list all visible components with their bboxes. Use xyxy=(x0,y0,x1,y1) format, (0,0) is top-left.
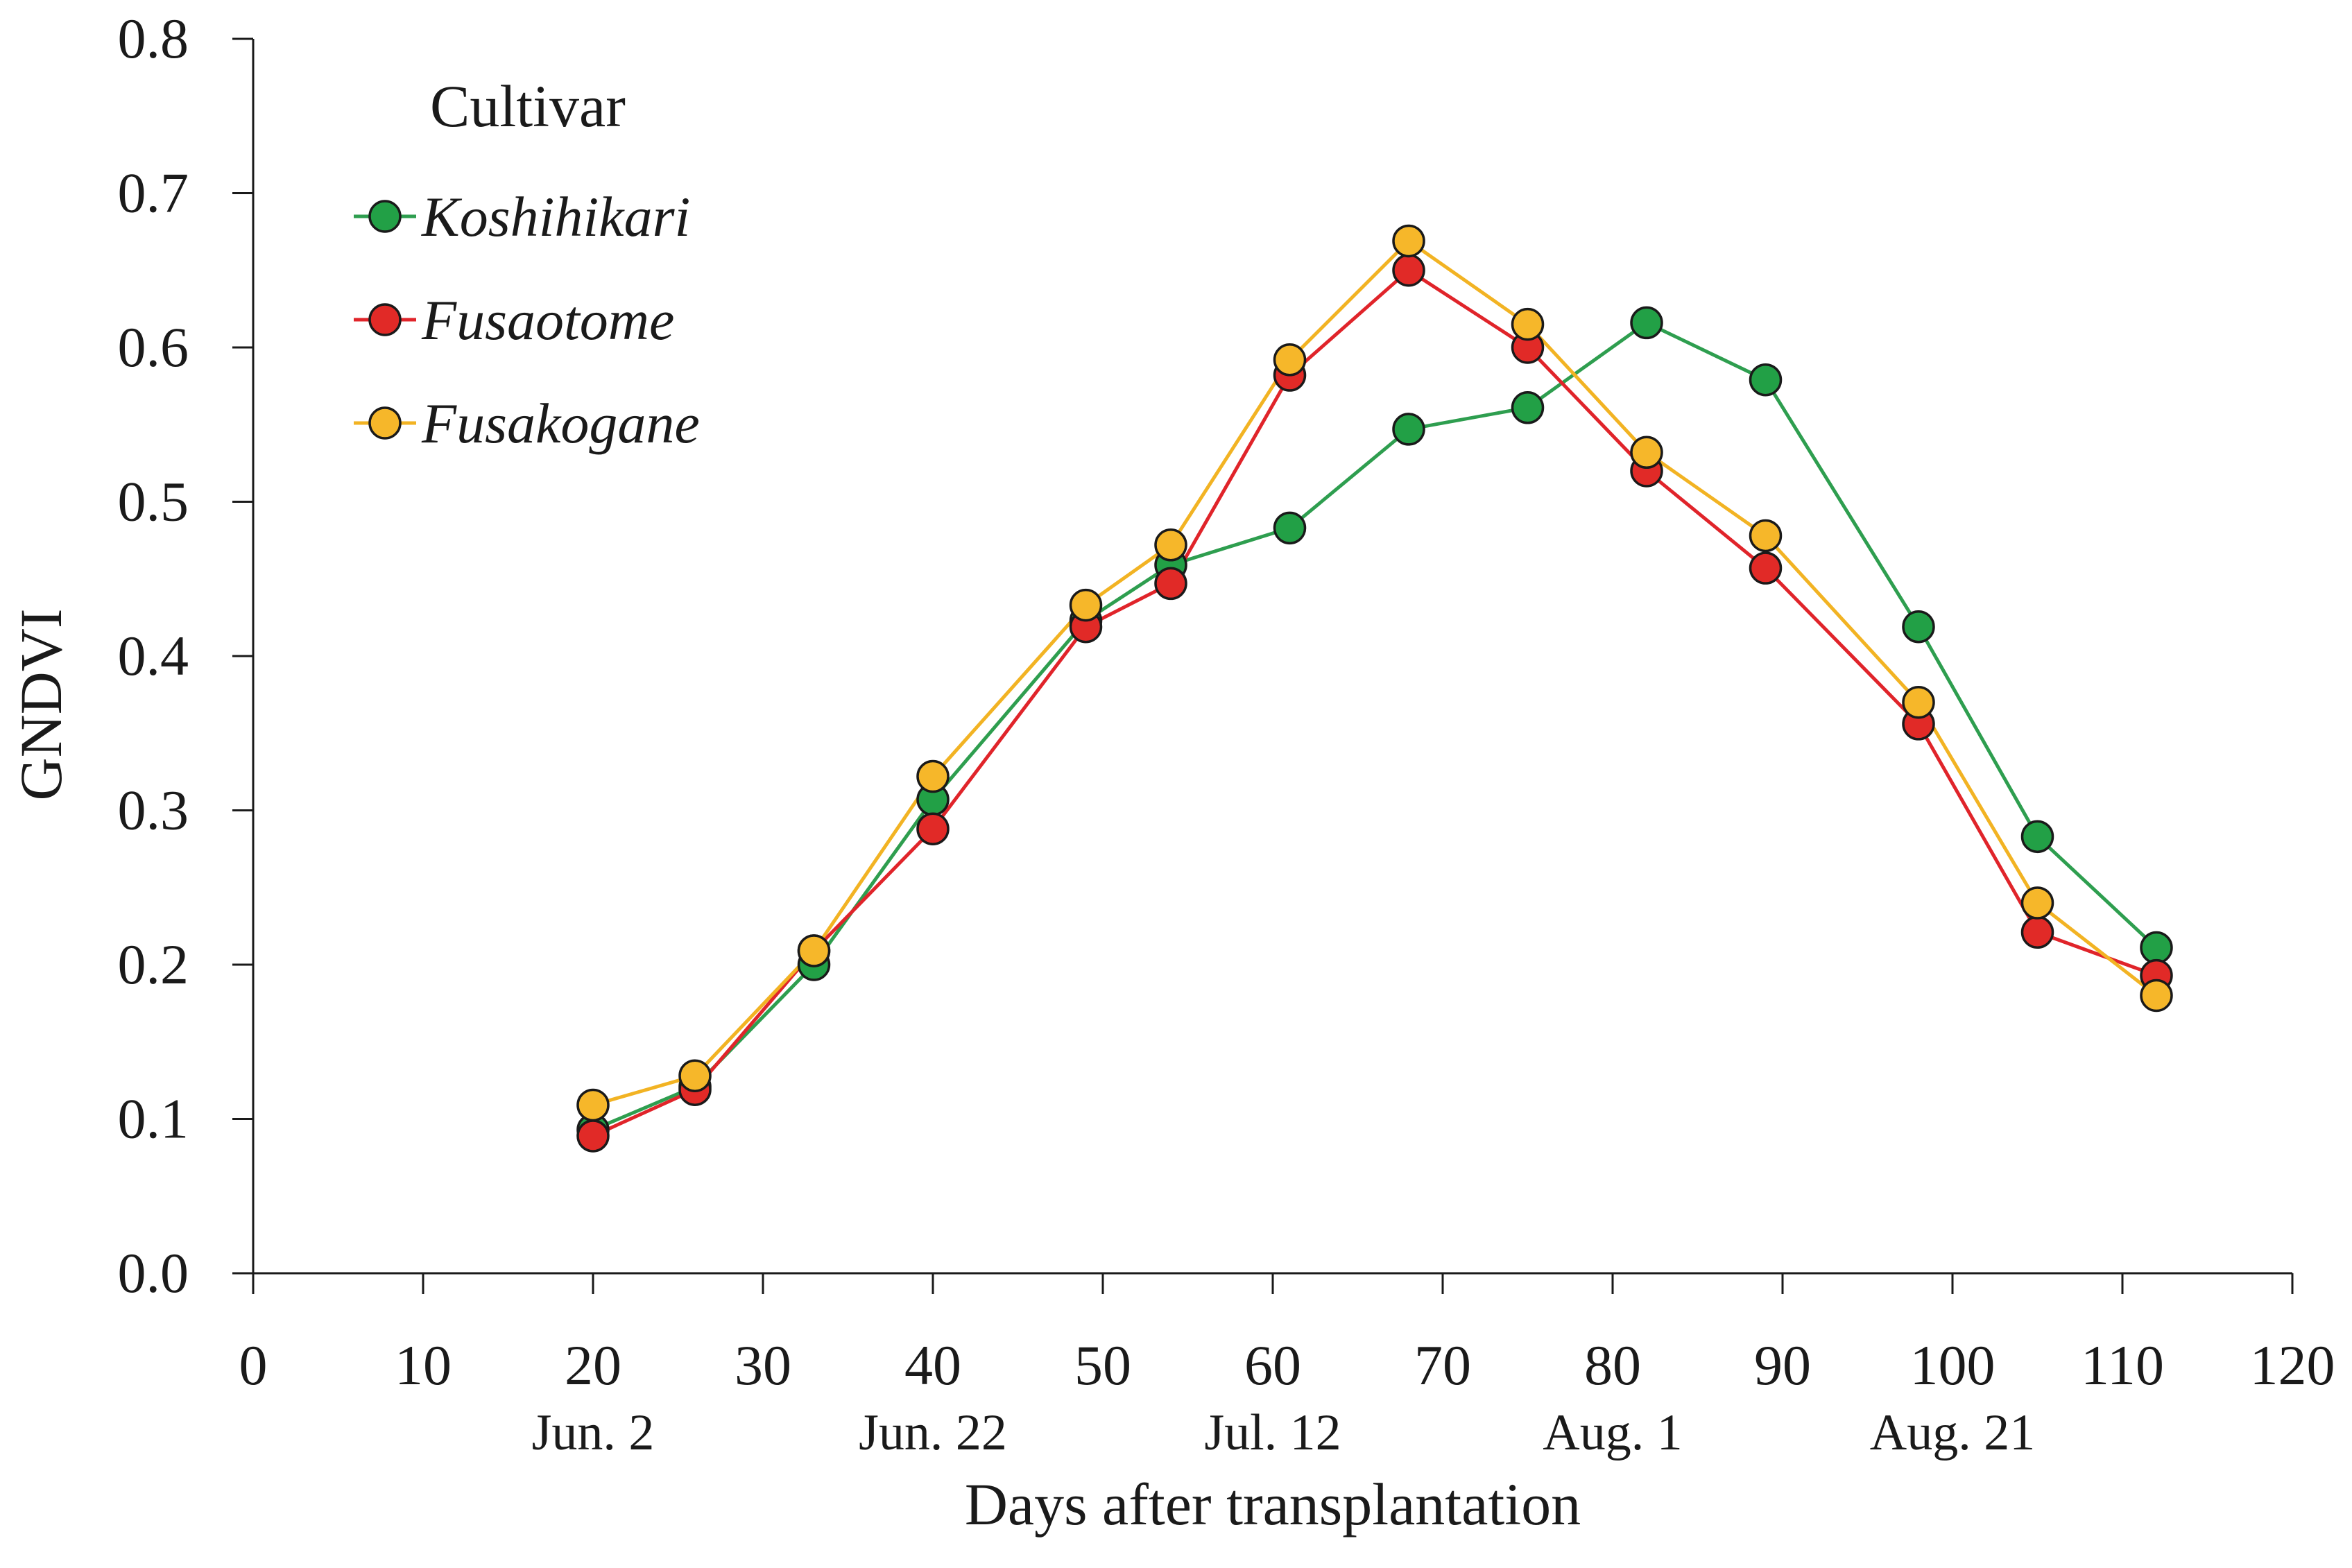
y-axis-title: GNDVI xyxy=(8,608,74,800)
data-point-fusakogane xyxy=(1273,343,1307,377)
data-point-fusakogane xyxy=(1630,436,1663,469)
data-point-fusakogane xyxy=(2140,979,2173,1013)
data-point-koshihikari xyxy=(1630,306,1663,340)
data-point-fusaotome xyxy=(1154,567,1187,601)
legend-label-fusakogane: Fusakogane xyxy=(421,392,700,455)
y-tick-label: 0.4 xyxy=(118,624,189,687)
data-point-fusaotome xyxy=(1749,551,1783,585)
legend-label-fusaotome: Fusaotome xyxy=(421,288,674,352)
data-point-fusakogane xyxy=(1749,519,1783,553)
x-tick-label: 100 xyxy=(1910,1334,1995,1397)
x-tick-label: 110 xyxy=(2081,1334,2164,1397)
data-point-fusaotome xyxy=(576,1119,610,1153)
x-tick-label: 80 xyxy=(1584,1334,1641,1397)
data-point-fusakogane xyxy=(1511,307,1545,341)
y-tick-label: 0.7 xyxy=(118,162,189,225)
data-point-koshihikari xyxy=(1392,413,1425,446)
y-tick-label: 0.0 xyxy=(118,1241,189,1304)
legend-marker-koshihikari xyxy=(368,200,402,233)
x-axis-title: Days after transplantation xyxy=(965,1471,1581,1537)
x-tick-label: 90 xyxy=(1754,1334,1811,1397)
data-point-fusakogane xyxy=(2020,886,2054,920)
series-fusaotome-line xyxy=(592,268,2157,1138)
axes: 0.0 0.1 0.2 0.3 0.4 0.5 0.6 0.7 0.8 0 10 20 30 40 50 60… xyxy=(118,7,2335,1461)
date-label: Jun. 22 xyxy=(859,1404,1007,1461)
series-koshihikari-line xyxy=(592,320,2158,1132)
data-point-fusaotome xyxy=(1392,254,1425,287)
y-tick-label: 0.1 xyxy=(118,1087,189,1151)
data-point-fusaotome xyxy=(2020,915,2054,949)
series-line-fusakogane xyxy=(592,239,2158,1107)
x-tick-label: 40 xyxy=(904,1334,961,1397)
legend-title: Cultivar xyxy=(430,73,626,139)
data-point-fusakogane xyxy=(576,1088,610,1122)
data-point-koshihikari xyxy=(2140,931,2173,965)
date-label: Jul. 12 xyxy=(1204,1404,1341,1461)
series-layer xyxy=(576,224,2173,1153)
series-fusakogane-line xyxy=(592,239,2158,1107)
data-point-fusakogane xyxy=(678,1059,712,1092)
data-point-koshihikari xyxy=(2020,820,2054,854)
x-tick-label: 10 xyxy=(395,1334,452,1397)
data-point-koshihikari xyxy=(1511,391,1545,424)
data-point-fusakogane xyxy=(1069,588,1103,622)
legend-marker-fusaotome xyxy=(368,303,402,336)
data-point-koshihikari xyxy=(1749,363,1783,397)
data-point-fusaotome xyxy=(916,812,950,845)
y-tick-label: 0.6 xyxy=(118,316,189,379)
data-point-fusakogane xyxy=(916,759,950,793)
legend-marker-fusakogane xyxy=(368,406,402,440)
x-tick-label: 50 xyxy=(1074,1334,1131,1397)
data-point-koshihikari xyxy=(1273,511,1307,545)
data-point-fusakogane xyxy=(1392,224,1425,258)
y-tick-label: 0.8 xyxy=(118,7,189,70)
x-tick-label: 0 xyxy=(239,1334,268,1397)
data-point-fusakogane xyxy=(1154,528,1187,562)
y-tick-label: 0.3 xyxy=(118,779,189,842)
data-point-koshihikari xyxy=(1902,610,1935,644)
legend: Cultivar Koshihikari Fusaotome Fusakogane xyxy=(354,73,700,455)
x-tick-label: 20 xyxy=(565,1334,621,1397)
data-point-fusakogane xyxy=(1902,686,1935,719)
date-label: Aug. 1 xyxy=(1543,1404,1682,1461)
x-tick-label: 120 xyxy=(2250,1334,2335,1397)
x-tick-label: 70 xyxy=(1414,1334,1471,1397)
data-point-fusakogane xyxy=(797,934,831,967)
legend-label-koshihikari: Koshihikari xyxy=(421,185,690,248)
date-label: Aug. 21 xyxy=(1870,1404,2035,1461)
x-tick-label: 60 xyxy=(1244,1334,1301,1397)
series-line-fusaotome xyxy=(592,268,2157,1138)
x-tick-label: 30 xyxy=(735,1334,791,1397)
series-line-koshihikari xyxy=(592,320,2158,1132)
series-fusakogane-markers xyxy=(576,224,2173,1122)
y-tick-label: 0.5 xyxy=(118,470,189,533)
y-tick-label: 0.2 xyxy=(118,933,189,996)
date-label: Jun. 2 xyxy=(532,1404,655,1461)
